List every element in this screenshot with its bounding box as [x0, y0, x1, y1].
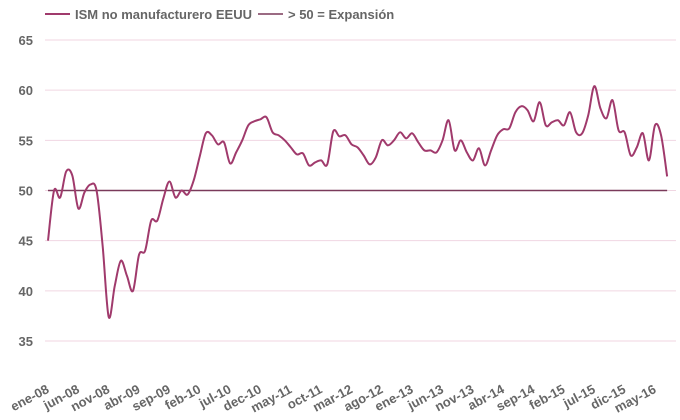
y-tick-label: 60 — [19, 83, 33, 98]
legend-label-threshold: > 50 = Expansión — [288, 7, 394, 22]
plot-area — [47, 85, 669, 319]
x-axis: ene-08jun-08nov-08abr-09sep-09feb-10jul-… — [8, 381, 658, 416]
y-tick-label: 35 — [19, 334, 33, 349]
series-line-ism — [47, 85, 669, 319]
legend-label-ism: ISM no manufacturero EEUU — [75, 7, 252, 22]
legend-item-ism[interactable]: ISM no manufacturero EEUU — [45, 7, 252, 22]
y-tick-label: 65 — [19, 33, 33, 48]
y-axis: 35 40 45 50 55 60 65 — [19, 33, 33, 349]
y-tick-label: 50 — [19, 184, 33, 199]
legend-item-threshold[interactable]: > 50 = Expansión — [258, 7, 394, 22]
y-tick-label: 55 — [19, 133, 33, 148]
y-tick-label: 45 — [19, 234, 33, 249]
legend: ISM no manufacturero EEUU > 50 = Expansi… — [45, 7, 394, 22]
y-tick-label: 40 — [19, 284, 33, 299]
